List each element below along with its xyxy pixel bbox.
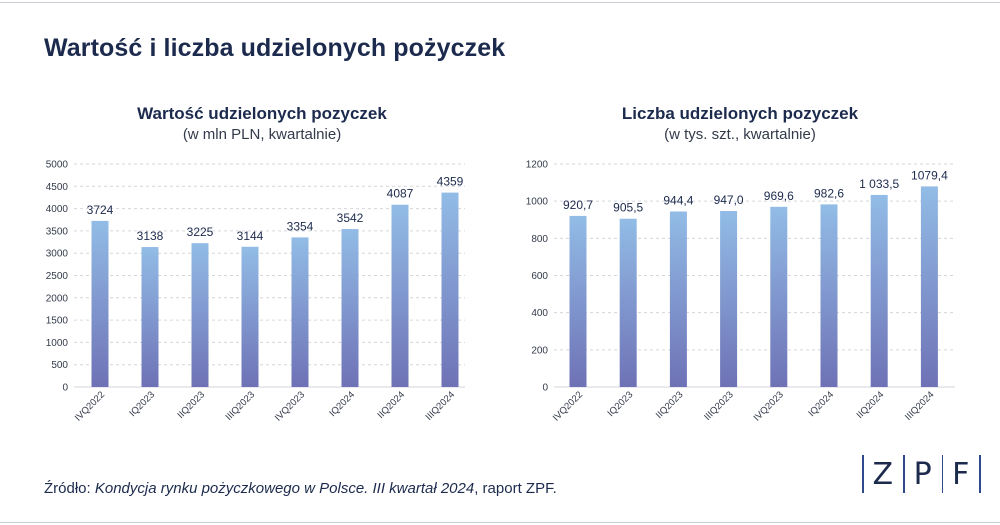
y-tick-label: 200 <box>531 345 548 356</box>
source-suffix: , raport ZPF. <box>474 480 557 497</box>
x-tick-label: IQ2024 <box>806 389 836 419</box>
x-tick-label: IQ2024 <box>327 389 357 419</box>
logo-divider <box>903 455 905 493</box>
y-tick-label: 3000 <box>46 249 69 260</box>
logo-divider <box>979 455 981 493</box>
bar <box>391 204 409 387</box>
bar <box>291 237 309 387</box>
y-tick-label: 1500 <box>46 316 69 327</box>
y-tick-label: 2500 <box>46 271 69 282</box>
bar <box>241 246 259 387</box>
source-prefix: Źródło: <box>44 480 95 497</box>
y-tick-label: 4500 <box>46 182 69 193</box>
bar-value-label: 3225 <box>187 225 214 239</box>
x-tick-label: IQ2023 <box>606 389 636 419</box>
left-chart-subtitle: (w mln PLN, kwartalnie) <box>182 126 342 143</box>
y-tick-label: 0 <box>62 383 68 394</box>
page-title: Wartość i liczba udzielonych pożyczek <box>44 34 506 62</box>
bar-value-label: 1079,4 <box>911 168 948 182</box>
bar-value-label: 982,6 <box>814 186 844 200</box>
x-tick-label: IIQ2024 <box>855 389 887 421</box>
bar-value-label: 4087 <box>387 187 414 201</box>
x-tick-label: IIQ2023 <box>654 389 686 421</box>
x-tick-label: IIIQ2023 <box>224 389 258 423</box>
right-chart-title: Liczba udzielonych pozyczek <box>621 104 859 123</box>
bar <box>341 229 359 387</box>
bar-value-label: 4359 <box>437 175 464 189</box>
bar-value-label: 3144 <box>237 229 264 243</box>
y-tick-label: 1200 <box>526 160 549 171</box>
bar-value-label: 3138 <box>137 229 164 243</box>
bar <box>441 192 459 387</box>
bar-value-label: 969,6 <box>764 189 794 203</box>
y-tick-label: 1000 <box>526 197 549 208</box>
logo-divider <box>941 455 944 493</box>
bar <box>91 220 109 387</box>
bar <box>820 204 838 387</box>
bar <box>720 211 738 387</box>
top-border <box>0 2 1000 3</box>
x-tick-label: IIQ2023 <box>175 389 207 421</box>
bar-value-label: 947,0 <box>714 193 744 207</box>
bar-value-label: 3354 <box>287 219 314 233</box>
y-tick-label: 5000 <box>46 160 69 171</box>
bar <box>669 211 687 387</box>
y-tick-label: 400 <box>531 308 548 319</box>
bar <box>569 215 587 387</box>
bar-value-label: 944,4 <box>663 193 693 207</box>
count-bar-chart: 0 200 400 600 800 1000 1200 920,7 IVQ2022 905,5 IQ… <box>526 160 955 424</box>
x-tick-label: IVQ2022 <box>73 389 107 423</box>
bar <box>141 247 159 387</box>
x-tick-label: IQ2023 <box>127 389 157 419</box>
x-tick-label: IIIQ2023 <box>702 389 736 423</box>
logo-letter-z: Z <box>872 456 895 492</box>
x-tick-label: IVQ2023 <box>273 389 307 423</box>
bar-value-label: 920,7 <box>563 198 593 212</box>
bar <box>770 206 788 387</box>
y-tick-label: 0 <box>542 383 548 394</box>
left-chart-title: Wartość udzielonych pozyczek <box>137 104 387 123</box>
bar <box>870 194 888 387</box>
y-tick-label: 500 <box>51 360 68 371</box>
value-bar-chart: 0 500 1000 1500 2000 2500 3000 3500 4000 4500 5000… <box>46 160 465 424</box>
y-tick-label: 1000 <box>46 338 69 349</box>
zpf-logo: Z P F <box>862 454 981 494</box>
x-tick-label: IVQ2022 <box>551 389 585 423</box>
source-note: Źródło: Kondycja rynku pożyczkowego w Po… <box>44 480 557 497</box>
source-title: Kondycja rynku pożyczkowego w Polsce. II… <box>94 480 475 497</box>
y-tick-label: 3500 <box>46 226 69 237</box>
bar-value-label: 3724 <box>87 203 114 217</box>
bar-value-label: 1 033,5 <box>859 177 899 191</box>
x-tick-label: IIQ2024 <box>375 389 407 421</box>
x-tick-label: IVQ2023 <box>752 389 786 423</box>
y-tick-label: 2000 <box>46 293 69 304</box>
bar-value-label: 905,5 <box>613 201 643 215</box>
bar <box>191 243 209 387</box>
bar-value-label: 3542 <box>337 211 364 225</box>
bar <box>920 186 938 387</box>
right-chart-subtitle: (w tys. szt., kwartalnie) <box>664 126 816 143</box>
logo-letter-f: F <box>952 456 971 492</box>
y-tick-label: 4000 <box>46 204 69 215</box>
x-tick-label: IIIQ2024 <box>903 389 937 423</box>
logo-divider <box>862 455 864 493</box>
x-tick-label: IIIQ2024 <box>424 389 458 423</box>
bottom-border <box>0 522 1000 523</box>
y-tick-label: 600 <box>531 271 548 282</box>
y-tick-label: 800 <box>531 234 548 245</box>
logo-letter-p: P <box>913 456 933 492</box>
bar <box>619 218 637 387</box>
